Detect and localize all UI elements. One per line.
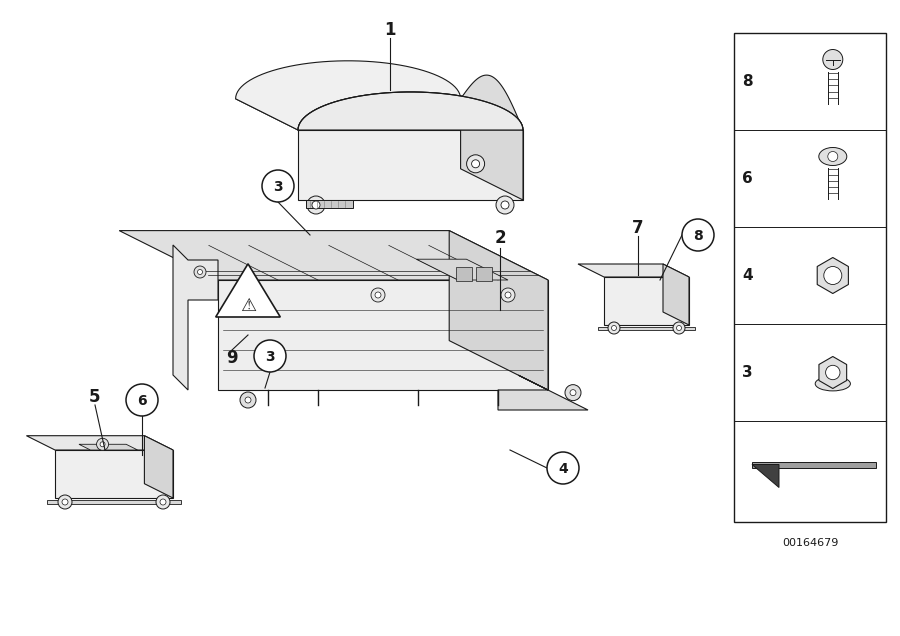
Polygon shape: [461, 75, 523, 130]
Polygon shape: [578, 264, 689, 277]
Circle shape: [466, 155, 484, 173]
Circle shape: [262, 170, 294, 202]
Polygon shape: [663, 264, 689, 325]
Text: 5: 5: [89, 388, 101, 406]
Circle shape: [371, 288, 385, 302]
Text: 3: 3: [266, 350, 274, 364]
Circle shape: [570, 390, 576, 396]
Text: 2: 2: [494, 229, 506, 247]
Circle shape: [100, 442, 105, 446]
Text: 8: 8: [742, 74, 752, 89]
Polygon shape: [79, 445, 138, 450]
Polygon shape: [819, 357, 847, 389]
Bar: [455, 266, 472, 281]
Circle shape: [194, 266, 206, 278]
Text: 7: 7: [632, 219, 644, 237]
Text: 3: 3: [274, 180, 283, 194]
Polygon shape: [306, 200, 353, 208]
Text: 6: 6: [742, 171, 752, 186]
Text: 3: 3: [742, 365, 752, 380]
Polygon shape: [298, 92, 523, 130]
Circle shape: [255, 292, 261, 298]
Circle shape: [501, 201, 509, 209]
Text: 8: 8: [693, 229, 703, 243]
Polygon shape: [417, 259, 508, 280]
Ellipse shape: [815, 377, 850, 391]
Polygon shape: [598, 327, 695, 330]
Circle shape: [824, 266, 842, 284]
Circle shape: [565, 385, 581, 401]
Polygon shape: [119, 231, 548, 280]
Circle shape: [312, 201, 320, 209]
Polygon shape: [236, 99, 523, 130]
Polygon shape: [173, 245, 218, 390]
Circle shape: [823, 50, 842, 69]
Circle shape: [677, 326, 681, 331]
Polygon shape: [236, 61, 523, 130]
Text: 4: 4: [558, 462, 568, 476]
Polygon shape: [144, 436, 173, 498]
Circle shape: [96, 438, 109, 450]
Text: 4: 4: [742, 268, 752, 283]
Circle shape: [307, 196, 325, 214]
Text: 1: 1: [384, 21, 396, 39]
Circle shape: [58, 495, 72, 509]
Circle shape: [496, 196, 514, 214]
Circle shape: [197, 270, 202, 275]
Circle shape: [126, 384, 158, 416]
Circle shape: [472, 160, 480, 168]
Polygon shape: [55, 450, 173, 498]
Ellipse shape: [819, 148, 847, 165]
Circle shape: [673, 322, 685, 334]
Circle shape: [160, 499, 166, 505]
Polygon shape: [817, 258, 849, 293]
Polygon shape: [498, 375, 588, 410]
Circle shape: [245, 397, 251, 403]
Circle shape: [611, 326, 616, 331]
Polygon shape: [752, 462, 876, 467]
Text: 6: 6: [137, 394, 147, 408]
Polygon shape: [26, 436, 173, 450]
Circle shape: [505, 292, 511, 298]
Bar: [734, 33, 886, 522]
Text: ⚠: ⚠: [240, 297, 256, 315]
Circle shape: [682, 219, 714, 251]
Circle shape: [547, 452, 579, 484]
Polygon shape: [604, 277, 689, 325]
Polygon shape: [298, 130, 523, 200]
Polygon shape: [218, 280, 548, 390]
Polygon shape: [216, 264, 280, 317]
Polygon shape: [752, 464, 779, 488]
Circle shape: [501, 288, 515, 302]
Circle shape: [825, 365, 840, 380]
Polygon shape: [449, 231, 548, 390]
Text: 00164679: 00164679: [782, 538, 838, 548]
Polygon shape: [461, 99, 523, 200]
Polygon shape: [47, 500, 181, 504]
Circle shape: [608, 322, 620, 334]
Bar: [475, 266, 491, 281]
Circle shape: [156, 495, 170, 509]
Circle shape: [828, 151, 838, 162]
Circle shape: [240, 392, 256, 408]
Circle shape: [254, 340, 286, 372]
Circle shape: [375, 292, 381, 298]
Circle shape: [62, 499, 68, 505]
Text: 9: 9: [226, 349, 238, 367]
Circle shape: [251, 288, 265, 302]
